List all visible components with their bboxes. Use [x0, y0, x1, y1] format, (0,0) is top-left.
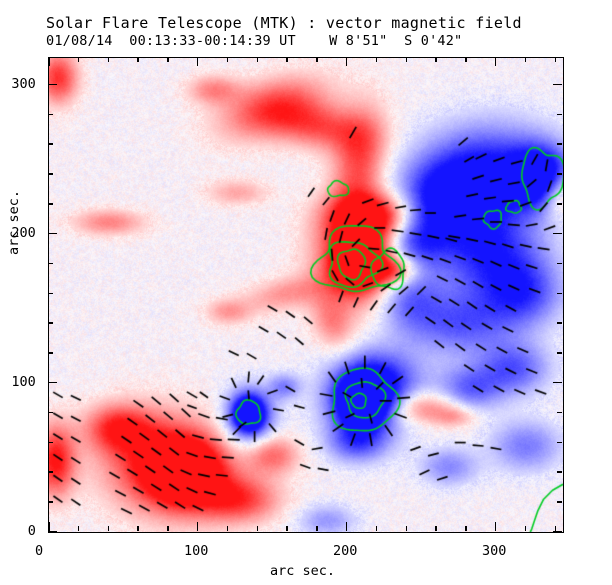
x-tick-label: 300: [481, 543, 507, 559]
x-tick-top: [345, 57, 348, 66]
x-tick: [345, 522, 348, 531]
x-tick: [494, 522, 497, 531]
y-tick-right: [557, 262, 562, 265]
x-tick-top: [226, 57, 229, 62]
x-tick-top: [465, 57, 467, 62]
x-tick-top: [435, 57, 437, 62]
x-tick: [435, 526, 437, 531]
x-tick-top: [554, 57, 557, 62]
y-tick-right: [553, 232, 562, 235]
y-tick: [48, 322, 53, 324]
x-tick-top: [48, 57, 50, 66]
x-tick-top: [375, 57, 378, 62]
y-tick: [48, 173, 53, 175]
x-tick-top: [167, 57, 169, 62]
x-axis-title: arc sec.: [270, 563, 336, 579]
x-tick-label: 200: [332, 543, 358, 559]
y-tick-right: [557, 352, 562, 354]
x-tick: [405, 526, 408, 531]
x-tick-top: [137, 57, 139, 62]
x-tick: [375, 526, 378, 531]
y-tick: [48, 83, 57, 86]
x-tick-top: [494, 57, 497, 66]
magnetogram-canvas: [49, 58, 563, 532]
y-tick-right: [557, 203, 562, 205]
y-tick: [48, 292, 53, 294]
y-tick-right: [557, 292, 562, 294]
y-tick-right: [553, 381, 562, 384]
y-tick-label: 200: [11, 224, 36, 241]
x-tick-label: 100: [183, 543, 209, 559]
x-tick: [256, 526, 259, 531]
y-tick: [48, 471, 53, 473]
y-tick: [48, 262, 53, 265]
x-tick: [77, 526, 80, 531]
y-tick-label: 100: [11, 373, 36, 390]
y-axis-title: arc sec.: [6, 189, 22, 255]
y-tick-right: [557, 143, 562, 145]
y-tick: [48, 352, 53, 354]
x-tick-top: [196, 57, 199, 66]
y-tick: [48, 232, 57, 235]
y-tick: [48, 531, 57, 533]
y-tick: [48, 381, 57, 384]
y-tick: [48, 441, 53, 444]
y-tick: [48, 113, 53, 116]
chart-subtitle: 01/08/14 00:13:33-00:14:39 UT W 8'51" S …: [46, 33, 463, 49]
x-tick: [48, 522, 50, 531]
x-tick: [465, 526, 467, 531]
y-tick: [48, 411, 53, 414]
x-tick-label: 0: [35, 543, 44, 559]
x-tick-top: [107, 57, 110, 62]
x-tick: [167, 526, 169, 531]
x-tick: [196, 522, 199, 531]
y-tick-right: [553, 83, 562, 86]
y-tick: [48, 143, 53, 145]
x-tick-top: [286, 57, 288, 62]
x-tick-top: [316, 57, 318, 62]
x-tick: [286, 526, 288, 531]
y-tick: [48, 203, 53, 205]
x-tick: [524, 526, 527, 531]
y-tick-right: [557, 173, 562, 175]
y-tick-right: [557, 501, 562, 503]
y-tick-right: [557, 113, 562, 116]
x-tick: [137, 526, 139, 531]
x-tick: [316, 526, 318, 531]
y-tick-right: [557, 411, 562, 414]
y-tick-right: [557, 441, 562, 444]
x-tick: [226, 526, 229, 531]
chart-title: Solar Flare Telescope (MTK) : vector mag…: [46, 14, 522, 32]
x-tick-top: [524, 57, 527, 62]
x-tick: [554, 526, 557, 531]
x-tick-top: [405, 57, 408, 62]
x-tick: [107, 526, 110, 531]
y-tick-right: [553, 531, 562, 533]
y-tick-right: [557, 471, 562, 473]
y-tick: [48, 501, 53, 503]
magnetogram-plot-area: [48, 57, 564, 533]
x-tick-top: [77, 57, 80, 62]
y-tick-label: 0: [27, 523, 36, 539]
y-tick-label: 300: [11, 75, 36, 92]
x-tick-top: [256, 57, 259, 62]
y-tick-right: [557, 322, 562, 324]
